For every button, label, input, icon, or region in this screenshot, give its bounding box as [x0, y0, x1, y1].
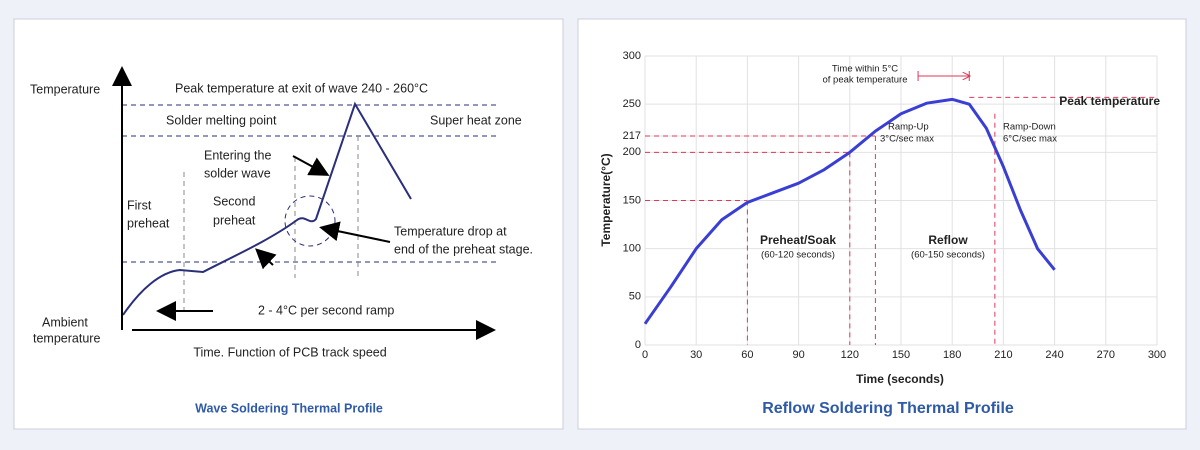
left-panel [13, 18, 564, 430]
right-panel [577, 18, 1187, 430]
stage-guides [183, 136, 359, 315]
y-tick-label: 200 [623, 146, 641, 158]
annotation: (60-120 seconds) [761, 250, 835, 261]
y-tick-label: 217 [623, 130, 641, 142]
profile-line [643, 97, 1056, 325]
x-tick-label: 0 [642, 349, 648, 361]
y-tick-label: 100 [623, 243, 641, 255]
x-tick-label: 180 [943, 349, 961, 361]
y-tick-label: 300 [623, 50, 641, 62]
chart-title: Reflow Soldering Thermal Profile [762, 400, 1014, 417]
annotation: (60-150 seconds) [911, 250, 985, 261]
chart-title: Wave Soldering Thermal Profile [195, 401, 383, 415]
annotation: Ramp-Down [1003, 122, 1056, 133]
label: Temperature drop at [394, 224, 507, 238]
reference-lines [645, 71, 1157, 345]
x-tick-label: 60 [741, 349, 753, 361]
x-tick-label: 300 [1148, 349, 1166, 361]
y-tick-label: 50 [629, 291, 641, 303]
label: Super heat zone [430, 113, 522, 127]
x-label: Time (seconds) [856, 372, 944, 386]
origin-label: Ambient [42, 315, 88, 329]
annotation: Peak temperature [1059, 94, 1160, 108]
label: Solder melting point [166, 113, 277, 127]
profile-curve [122, 101, 412, 316]
label: solder wave [204, 166, 271, 180]
annotation: 6°C/sec max [1003, 134, 1057, 145]
annotation: Ramp-Up [888, 122, 929, 133]
y-tick-label: 250 [623, 98, 641, 110]
label: Entering the [204, 148, 271, 162]
arrows [112, 66, 496, 340]
annotation: Preheat/Soak [760, 233, 836, 247]
marks [643, 97, 1056, 325]
annotation: Time within 5°C [832, 64, 898, 75]
x-tick-label: 90 [792, 349, 804, 361]
wave-chart: Temperature Ambient temperature Time. Fu… [30, 66, 533, 415]
label: end of the preheat stage. [394, 242, 533, 256]
label: Second [213, 194, 255, 208]
label: First [127, 198, 152, 212]
x-tick-label: 30 [690, 349, 702, 361]
x-label: Time. Function of PCB track speed [193, 345, 386, 359]
origin-label: temperature [33, 331, 100, 345]
annotation: of peak temperature [822, 75, 907, 86]
label: preheat [213, 213, 256, 227]
drop-circle [284, 195, 336, 247]
x-tick-label: 270 [1097, 349, 1115, 361]
x-tick-label: 150 [892, 349, 910, 361]
reflow-chart: 0 30 60 90 120 150 180 210 240 270 300 0 50 100 150 200… [599, 50, 1166, 417]
label: Peak temperature at exit of wave 240 - 2… [175, 81, 428, 95]
label: 2 - 4°C per second ramp [258, 303, 394, 317]
annotation: Reflow [928, 233, 968, 247]
y-label: Temperature [30, 82, 100, 96]
y-label: Temperature(°C) [599, 153, 613, 246]
label: preheat [127, 216, 170, 230]
x-tick-label: 210 [994, 349, 1012, 361]
x-tick-label: 120 [841, 349, 859, 361]
x-tick-label: 240 [1045, 349, 1063, 361]
y-tick-label: 150 [623, 194, 641, 206]
y-tick-label: 0 [635, 339, 641, 351]
annotation: 3°C/sec max [880, 134, 934, 145]
